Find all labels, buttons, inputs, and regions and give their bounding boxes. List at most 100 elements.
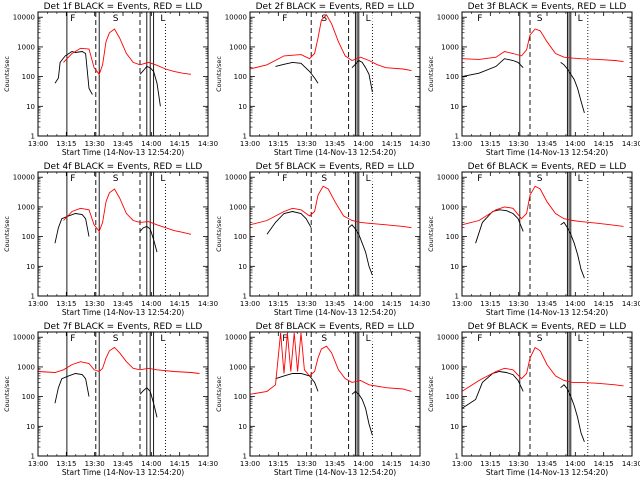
x-tick-label: 13:30 xyxy=(297,460,317,468)
marker-letter-S: S xyxy=(537,14,543,24)
marker-letter-bg xyxy=(476,173,485,182)
y-tick-label: 10000 xyxy=(225,14,247,22)
marker-letter-L: L xyxy=(160,174,165,184)
marker-letter-S: S xyxy=(537,174,543,184)
x-tick-label: 14:00 xyxy=(565,460,585,468)
marker-letter-bg xyxy=(576,333,585,342)
marker-letter-L: L xyxy=(160,334,165,344)
x-tick-label: 13:00 xyxy=(28,140,48,148)
series-lld-line xyxy=(63,28,192,76)
series-events-line xyxy=(560,221,585,279)
x-tick-label: 13:45 xyxy=(113,300,133,308)
plot-frame xyxy=(37,331,209,457)
detector-plot-3: Det 3f BLACK = Events, RED = LLD Counts/s… xyxy=(427,2,640,157)
detector-plot-6: Det 6f BLACK = Events, RED = LLD Counts/s… xyxy=(427,162,640,317)
y-tick-label: 1000 xyxy=(17,203,35,211)
x-tick-label: 13:45 xyxy=(325,300,345,308)
series-events-line xyxy=(461,58,524,78)
series-events-line xyxy=(351,59,373,93)
series-events-line xyxy=(54,213,90,244)
y-tick-label: 10 xyxy=(26,103,35,111)
x-tick-label: 13:45 xyxy=(113,140,133,148)
y-tick-label: 1000 xyxy=(229,363,247,371)
x-tick-label: 13:15 xyxy=(268,460,288,468)
x-tick-label: 14:30 xyxy=(410,140,430,148)
y-axis-label: Counts/sec xyxy=(3,216,11,252)
marker-letter-bg xyxy=(281,13,290,22)
series-events-line xyxy=(266,211,312,235)
marker-letter-bg xyxy=(281,333,290,342)
y-axis-label: Counts/sec xyxy=(215,56,223,92)
marker-letter-bg xyxy=(111,13,120,22)
y-tick-label: 1 xyxy=(31,453,35,461)
x-axis-label: Start Time (14-Nov-13 12:54:20) xyxy=(62,148,184,157)
marker-letter-bg xyxy=(320,333,329,342)
y-axis-label: Counts/sec xyxy=(427,56,435,92)
marker-letter-S: S xyxy=(113,334,119,344)
x-tick-label: 13:00 xyxy=(240,460,260,468)
x-tick-label: 14:15 xyxy=(382,300,402,308)
x-tick-label: 13:30 xyxy=(509,300,529,308)
plot-frame xyxy=(461,171,633,297)
marker-letter-L: L xyxy=(578,334,583,344)
series-lld-line xyxy=(461,28,624,63)
marker-letter-F: F xyxy=(282,14,287,24)
marker-letter-bg xyxy=(159,173,168,182)
detector-plot-7: Det 7f BLACK = Events, RED = LLD Counts/s… xyxy=(3,322,218,477)
marker-letter-L: L xyxy=(366,174,371,184)
marker-letter-bg xyxy=(476,333,485,342)
marker-letter-F: F xyxy=(282,334,287,344)
x-tick-label: 13:00 xyxy=(240,300,260,308)
y-tick-label: 100 xyxy=(446,393,459,401)
marker-letter-L: L xyxy=(578,174,583,184)
series-events-line xyxy=(139,65,161,107)
x-tick-label: 14:30 xyxy=(198,140,218,148)
plot-title: Det 8f BLACK = Events, RED = LLD xyxy=(256,322,415,332)
x-tick-label: 13:30 xyxy=(509,140,529,148)
x-tick-label: 13:00 xyxy=(452,140,472,148)
x-tick-label: 14:30 xyxy=(622,140,640,148)
marker-letter-bg xyxy=(281,173,290,182)
plot-title: Det 1f BLACK = Events, RED = LLD xyxy=(44,2,203,12)
marker-letter-F: F xyxy=(477,14,482,24)
x-tick-label: 13:15 xyxy=(268,140,288,148)
x-tick-label: 13:30 xyxy=(297,140,317,148)
x-tick-label: 14:30 xyxy=(198,300,218,308)
x-tick-label: 13:30 xyxy=(85,300,105,308)
y-tick-label: 1 xyxy=(31,133,35,141)
x-axis-label: Start Time (14-Nov-13 12:54:20) xyxy=(486,308,608,317)
series-events-line xyxy=(560,62,585,114)
series-events-line xyxy=(275,61,319,84)
series-events-line xyxy=(139,387,158,418)
series-lld-line xyxy=(249,14,412,72)
marker-letter-F: F xyxy=(282,174,287,184)
x-axis-label: Start Time (14-Nov-13 12:54:20) xyxy=(274,308,396,317)
y-tick-label: 1000 xyxy=(229,43,247,51)
marker-letter-bg xyxy=(111,173,120,182)
x-axis-label: Start Time (14-Nov-13 12:54:20) xyxy=(274,148,396,157)
y-tick-label: 1 xyxy=(455,293,459,301)
x-tick-label: 13:30 xyxy=(85,140,105,148)
marker-letter-bg xyxy=(111,333,120,342)
x-tick-label: 14:15 xyxy=(594,140,614,148)
plot-frame xyxy=(37,171,209,297)
plot-frame xyxy=(461,11,633,137)
plot-frame xyxy=(461,331,633,457)
x-tick-label: 14:15 xyxy=(170,300,190,308)
marker-letter-bg xyxy=(69,13,78,22)
y-tick-label: 10 xyxy=(26,423,35,431)
x-tick-label: 14:00 xyxy=(141,300,161,308)
series-events-line xyxy=(275,373,319,392)
plot-frame xyxy=(249,171,421,297)
marker-letter-S: S xyxy=(113,174,119,184)
series-events-line xyxy=(139,225,158,253)
y-tick-label: 10000 xyxy=(437,14,459,22)
x-axis-label: Start Time (14-Nov-13 12:54:20) xyxy=(62,468,184,477)
x-tick-label: 14:00 xyxy=(353,460,373,468)
y-tick-label: 10000 xyxy=(437,334,459,342)
y-tick-label: 100 xyxy=(446,73,459,81)
series-lld-line xyxy=(63,188,192,235)
marker-letter-bg xyxy=(364,173,373,182)
y-tick-label: 10 xyxy=(450,103,459,111)
